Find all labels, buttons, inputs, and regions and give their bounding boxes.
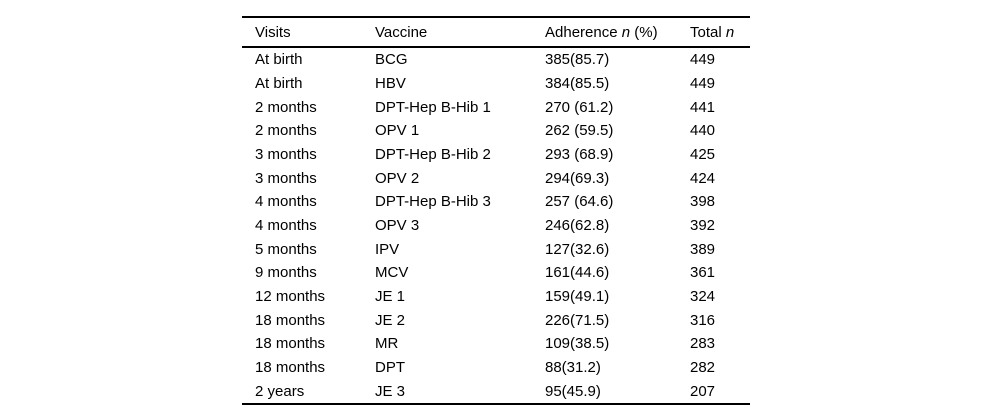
cell-vaccine: DPT-Hep B-Hib 1 bbox=[375, 98, 491, 116]
cell-visits: 5 months bbox=[255, 240, 317, 258]
cell-adherence: 109(38.5) bbox=[545, 335, 610, 353]
table-body: At birth BCG 385(85.7) 449 At birth HBV 384(85… bbox=[242, 47, 750, 404]
cell-adherence: 127(32.6) bbox=[545, 240, 610, 258]
cell-adherence: 226(71.5) bbox=[545, 311, 610, 329]
header-row: Visits Vaccine Adherence n (%) Total n bbox=[242, 17, 750, 48]
cell-vaccine: OPV 2 bbox=[375, 169, 420, 187]
table-row: 12 months JE 1 159(49.1) 324 bbox=[242, 285, 750, 309]
cell-vaccine: OPV 1 bbox=[375, 122, 420, 140]
table-row: 18 months JE 2 226(71.5) 316 bbox=[242, 308, 750, 332]
cell-total: 449 bbox=[690, 51, 716, 69]
table-row: 3 months OPV 2 294(69.3) 424 bbox=[242, 166, 750, 190]
cell-visits: 18 months bbox=[255, 311, 326, 329]
table-row: 4 months OPV 3 246(62.8) 392 bbox=[242, 214, 750, 238]
cell-total: 361 bbox=[690, 264, 716, 282]
header-label: Total bbox=[690, 23, 726, 41]
table-row: 9 months MCV 161(44.6) 361 bbox=[242, 261, 750, 285]
cell-total: 424 bbox=[690, 169, 716, 187]
cell-total: 441 bbox=[690, 98, 716, 116]
cell-visits: 3 months bbox=[255, 145, 317, 163]
cell-visits: 2 years bbox=[255, 382, 305, 400]
cell-adherence: 294(69.3) bbox=[545, 169, 610, 187]
cell-adherence: 257 (64.6) bbox=[545, 193, 614, 211]
table-row: 18 months DPT 88(31.2) 282 bbox=[242, 356, 750, 380]
cell-vaccine: IPV bbox=[375, 240, 400, 258]
table-row: 2 years JE 3 95(45.9) 207 bbox=[242, 379, 750, 404]
cell-visits: 2 months bbox=[255, 122, 317, 140]
table-row: 4 months DPT-Hep B-Hib 3 257 (64.6) 398 bbox=[242, 190, 750, 214]
cell-adherence: 246(62.8) bbox=[545, 216, 610, 234]
table-header: Visits Vaccine Adherence n (%) Total n bbox=[242, 17, 750, 48]
cell-total: 425 bbox=[690, 145, 716, 163]
header-italic-part: n bbox=[725, 23, 735, 41]
table-row: 18 months MR 109(38.5) 283 bbox=[242, 332, 750, 356]
cell-adherence: 161(44.6) bbox=[545, 264, 610, 282]
cell-vaccine: MR bbox=[375, 335, 399, 353]
cell-vaccine: BCG bbox=[375, 51, 408, 69]
cell-total: 389 bbox=[690, 240, 716, 258]
cell-visits: 9 months bbox=[255, 264, 317, 282]
cell-vaccine: DPT-Hep B-Hib 3 bbox=[375, 193, 491, 211]
cell-total: 282 bbox=[690, 358, 716, 376]
cell-visits: At birth bbox=[255, 74, 303, 92]
cell-vaccine: OPV 3 bbox=[375, 216, 420, 234]
cell-vaccine: DPT-Hep B-Hib 2 bbox=[375, 145, 491, 163]
cell-visits: 4 months bbox=[255, 193, 317, 211]
cell-adherence: 385(85.7) bbox=[545, 51, 610, 69]
cell-adherence: 293 (68.9) bbox=[545, 145, 614, 163]
cell-adherence: 159(49.1) bbox=[545, 287, 610, 305]
cell-visits: 3 months bbox=[255, 169, 317, 187]
table-row: At birth BCG 385(85.7) 449 bbox=[242, 47, 750, 72]
header-label: Vaccine bbox=[375, 23, 428, 41]
cell-vaccine: MCV bbox=[375, 264, 409, 282]
cell-visits: At birth bbox=[255, 51, 303, 69]
cell-adherence: 95(45.9) bbox=[545, 382, 601, 400]
table-row: 2 months DPT-Hep B-Hib 1 270 (61.2) 441 bbox=[242, 95, 750, 119]
cell-total: 449 bbox=[690, 74, 716, 92]
table-row: At birth HBV 384(85.5) 449 bbox=[242, 72, 750, 96]
cell-vaccine: JE 3 bbox=[375, 382, 406, 400]
column-header-total: Total n bbox=[690, 17, 750, 48]
table-row: 2 months OPV 1 262 (59.5) 440 bbox=[242, 119, 750, 143]
vaccine-adherence-table: Visits Vaccine Adherence n (%) Total n A… bbox=[242, 16, 750, 405]
cell-adherence: 88(31.2) bbox=[545, 358, 601, 376]
cell-adherence: 270 (61.2) bbox=[545, 98, 614, 116]
header-italic-part: n bbox=[621, 23, 631, 41]
cell-visits: 4 months bbox=[255, 216, 317, 234]
cell-adherence: 384(85.5) bbox=[545, 74, 610, 92]
cell-adherence: 262 (59.5) bbox=[545, 122, 614, 140]
cell-vaccine: JE 1 bbox=[375, 287, 406, 305]
header-suffix: (%) bbox=[630, 23, 658, 41]
column-header-vaccine: Vaccine bbox=[375, 17, 545, 48]
cell-total: 440 bbox=[690, 122, 716, 140]
vaccine-adherence-table-wrap: Visits Vaccine Adherence n (%) Total n A… bbox=[242, 16, 750, 405]
cell-total: 283 bbox=[690, 335, 716, 353]
cell-total: 207 bbox=[690, 382, 716, 400]
column-header-visits: Visits bbox=[242, 17, 375, 48]
cell-vaccine: DPT bbox=[375, 358, 405, 376]
table-row: 3 months DPT-Hep B-Hib 2 293 (68.9) 425 bbox=[242, 143, 750, 167]
cell-visits: 2 months bbox=[255, 98, 317, 116]
cell-visits: 18 months bbox=[255, 335, 326, 353]
header-label: Visits bbox=[255, 23, 291, 41]
header-label: Adherence bbox=[545, 23, 622, 41]
cell-visits: 12 months bbox=[255, 287, 326, 305]
cell-total: 392 bbox=[690, 216, 716, 234]
cell-vaccine: JE 2 bbox=[375, 311, 406, 329]
cell-total: 398 bbox=[690, 193, 716, 211]
column-header-adherence: Adherence n (%) bbox=[545, 17, 690, 48]
cell-visits: 18 months bbox=[255, 358, 326, 376]
cell-total: 316 bbox=[690, 311, 716, 329]
cell-total: 324 bbox=[690, 287, 716, 305]
cell-vaccine: HBV bbox=[375, 74, 406, 92]
table-row: 5 months IPV 127(32.6) 389 bbox=[242, 237, 750, 261]
